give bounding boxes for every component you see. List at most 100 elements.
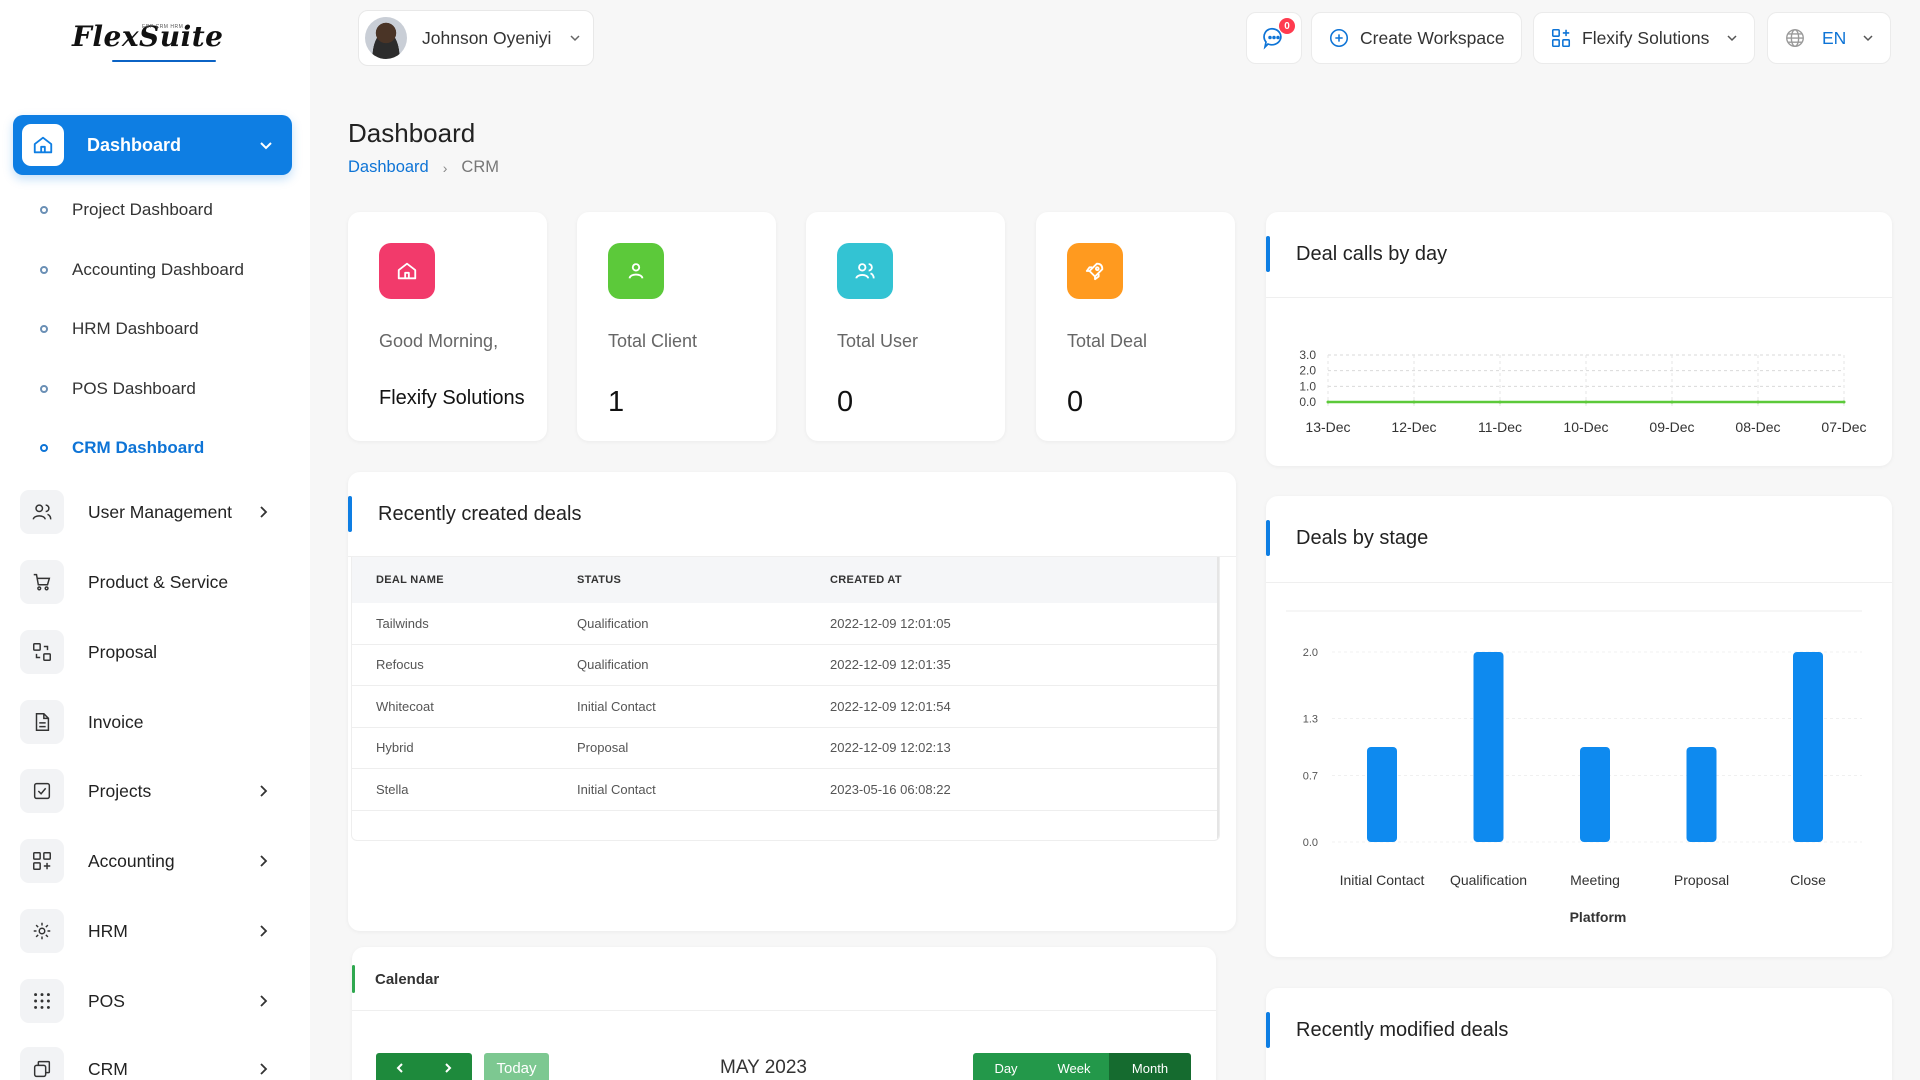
workspace-name: Flexify Solutions <box>1582 27 1710 48</box>
sidebar-subitem-hrm-dashboard[interactable]: HRM Dashboard <box>40 315 300 343</box>
stat-title: Total Deal <box>1067 331 1148 351</box>
data-point <box>1326 400 1330 404</box>
data-point <box>1842 400 1846 404</box>
stat-value: Flexify Solutions <box>379 387 525 409</box>
sidebar-item-pos[interactable]: POS <box>20 978 280 1024</box>
recently-modified-panel: Recently modified deals <box>1266 988 1892 1080</box>
stat-value: 0 <box>1067 386 1084 418</box>
bullet-icon <box>40 266 48 274</box>
sidebar-item-label: User Management <box>88 501 232 522</box>
column-header-deal-name[interactable]: DEAL NAME <box>376 574 444 586</box>
checklist-icon <box>20 769 64 813</box>
accent-bar <box>352 965 355 993</box>
x-tick-label: 08-Dec <box>1735 419 1780 435</box>
sidebar-item-label: Invoice <box>88 711 144 732</box>
divider <box>1266 297 1892 298</box>
calendar-today-button[interactable]: Today <box>484 1053 549 1080</box>
accent-bar <box>1266 520 1270 556</box>
chevron-down-icon <box>260 142 272 150</box>
sidebar-subitem-crm-dashboard[interactable]: CRM Dashboard <box>40 434 300 462</box>
bar <box>1793 652 1823 842</box>
sidebar-item-product-service[interactable]: Product & Service <box>20 559 280 605</box>
calendar-next-button[interactable] <box>424 1062 472 1074</box>
accent-bar <box>1266 1012 1270 1048</box>
logo-text: FlexSuite <box>72 20 224 53</box>
sidebar-subitem-project-dashboard[interactable]: Project Dashboard <box>40 196 300 224</box>
y-tick-label: 3.0 <box>1299 348 1316 362</box>
chevron-down-icon <box>1863 35 1873 42</box>
sidebar-subitem-label: CRM Dashboard <box>72 438 205 457</box>
table-row[interactable]: Hybrid Proposal 2022-12-09 12:02:13 <box>352 728 1219 769</box>
panel-title: Deals by stage <box>1296 526 1429 549</box>
sidebar-item-accounting[interactable]: Accounting <box>20 838 280 884</box>
calendar-prev-button[interactable] <box>376 1062 424 1074</box>
calendar-month-label: MAY 2023 <box>720 1057 807 1078</box>
deals-by-stage-chart: 0.0 0.7 1.3 2.0 Initial Contact Qualification… <box>1286 610 1862 925</box>
view-day-button[interactable]: Day <box>994 1060 1018 1076</box>
messages-button[interactable]: 0 <box>1246 12 1302 64</box>
sidebar-item-projects[interactable]: Projects <box>20 768 280 814</box>
recent-deals-panel: Recently created deals <box>348 472 1236 931</box>
cell-deal-name: Refocus <box>376 657 424 673</box>
table-row[interactable]: Refocus Qualification 2022-12-09 12:01:3… <box>352 645 1219 686</box>
sidebar-subitem-accounting-dashboard[interactable]: Accounting Dashboard <box>40 256 300 284</box>
stat-title: Total User <box>837 331 919 351</box>
x-axis-label: Platform <box>1570 909 1627 925</box>
bullet-icon <box>40 325 48 333</box>
sidebar-item-user-management[interactable]: User Management <box>20 489 280 535</box>
x-tick-label: Close <box>1790 872 1826 888</box>
create-workspace-button[interactable]: Create Workspace <box>1311 12 1522 64</box>
column-header-created-at[interactable]: CREATED AT <box>830 574 902 586</box>
language-selector[interactable]: EN <box>1767 12 1891 64</box>
sidebar-subitem-pos-dashboard[interactable]: POS Dashboard <box>40 375 300 403</box>
cell-deal-name: Whitecoat <box>376 698 434 714</box>
divider <box>348 556 1236 557</box>
sidebar-item-label: Accounting <box>88 850 175 871</box>
stat-value: 0 <box>837 386 854 418</box>
view-week-button[interactable]: Week <box>1057 1060 1091 1076</box>
user-icon <box>608 243 664 299</box>
y-tick-label: 0.0 <box>1299 395 1316 409</box>
workspace-icon <box>1551 28 1571 48</box>
bar <box>1580 747 1610 842</box>
chevron-right-icon <box>260 925 268 937</box>
rocket-icon <box>1067 243 1123 299</box>
sidebar-item-hrm[interactable]: HRM <box>20 908 280 954</box>
sidebar-item-proposal[interactable]: Proposal <box>20 629 280 675</box>
table-row[interactable]: Tailwinds Qualification 2022-12-09 12:01… <box>352 603 1219 645</box>
deals-table: DEAL NAME STATUS CREATED AT Tailwinds Qu… <box>351 557 1220 841</box>
table-row[interactable]: Whitecoat Initial Contact 2022-12-09 12:… <box>352 686 1219 728</box>
sidebar-item-invoice[interactable]: Invoice <box>20 699 280 745</box>
user-menu[interactable]: Johnson Oyeniyi <box>358 10 594 66</box>
y-tick-label: 1.0 <box>1299 379 1316 393</box>
proposal-icon <box>20 630 64 674</box>
breadcrumb: Dashboard › CRM <box>348 158 499 177</box>
deal-calls-chart: 0.0 1.02.0 3.0 13-Dec 12-Dec 11-Dec 10-Dec 09-D… <box>1299 348 1866 435</box>
breadcrumb-link-dashboard[interactable]: Dashboard <box>348 158 429 176</box>
chevron-left-icon <box>396 1063 403 1073</box>
table-scrollbar[interactable] <box>1217 557 1219 840</box>
divider <box>352 1010 1216 1011</box>
sidebar-subitem-label: HRM Dashboard <box>72 319 199 338</box>
table-row[interactable]: Stella Initial Contact 2023-05-16 06:08:… <box>352 769 1219 811</box>
sidebar-subitem-label: Project Dashboard <box>72 200 213 219</box>
users-icon <box>20 490 64 534</box>
logo-underline <box>112 60 216 62</box>
app-logo[interactable]: FlexSuite ERP CRM HRM <box>72 20 224 72</box>
data-point <box>1498 400 1502 404</box>
breadcrumb-separator-icon: › <box>442 159 448 176</box>
panel-header: Recently modified deals <box>1266 1012 1508 1048</box>
panel-header: Deals by stage <box>1266 520 1428 556</box>
sidebar-item-label: HRM <box>88 920 128 941</box>
workspace-switcher[interactable]: Flexify Solutions <box>1533 12 1755 64</box>
view-month-button[interactable]: Month <box>1109 1053 1191 1080</box>
stat-card-total-client: Total Client 1 <box>577 212 776 441</box>
sidebar-item-crm[interactable]: CRM <box>20 1046 280 1080</box>
bullet-icon <box>40 385 48 393</box>
crm-icon <box>20 1047 64 1080</box>
sidebar-item-dashboard[interactable]: Dashboard <box>13 115 292 175</box>
stat-value: 1 <box>608 386 625 418</box>
column-header-status[interactable]: STATUS <box>577 574 622 586</box>
bar <box>1473 652 1504 842</box>
x-tick-label: 07-Dec <box>1821 419 1866 435</box>
